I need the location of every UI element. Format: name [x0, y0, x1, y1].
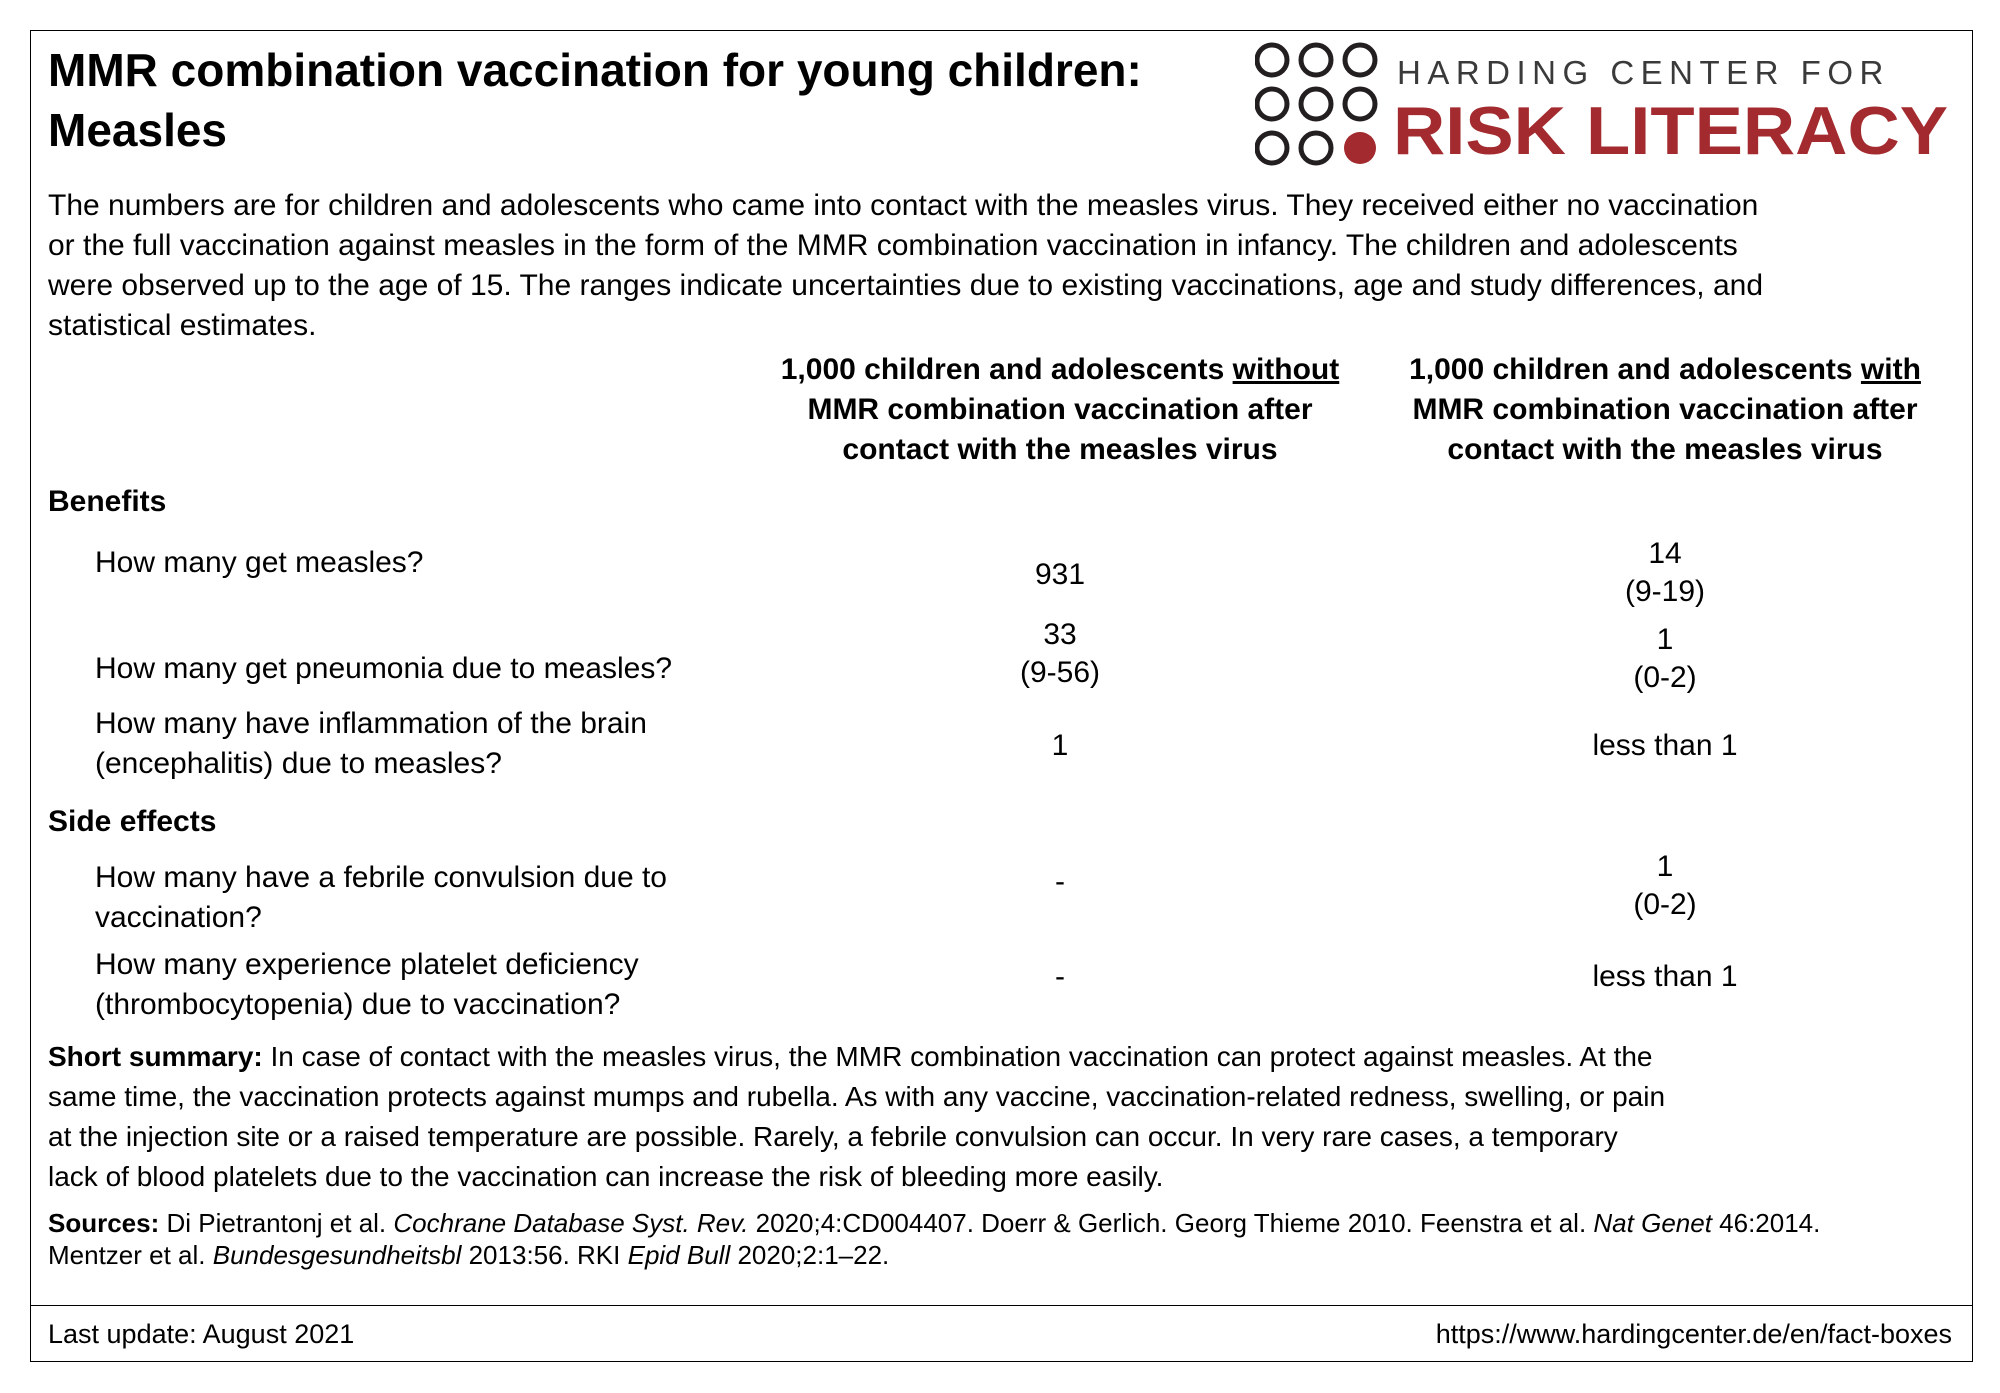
svg-text:HARDING CENTER FOR: HARDING CENTER FOR [1397, 54, 1890, 91]
svg-text:RISK LITERACY: RISK LITERACY [1393, 93, 1948, 169]
